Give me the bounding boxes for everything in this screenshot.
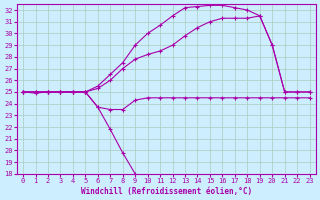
X-axis label: Windchill (Refroidissement éolien,°C): Windchill (Refroidissement éolien,°C) [81,187,252,196]
